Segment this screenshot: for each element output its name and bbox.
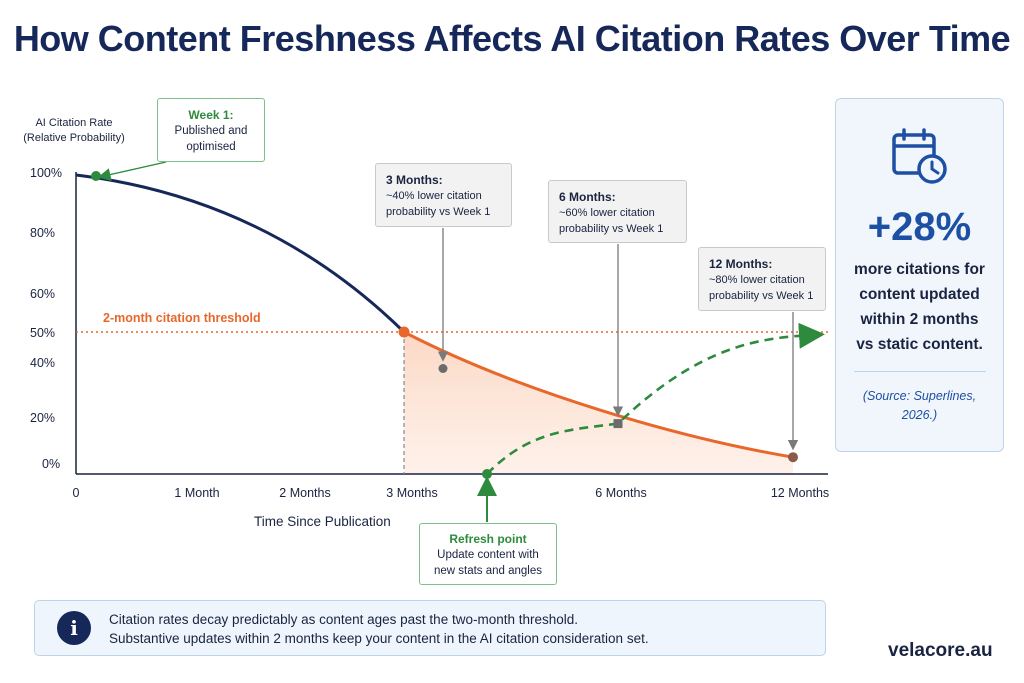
month3-callout-line1: ~40% lower citation: [386, 190, 482, 202]
brand-logo-text: velacore.au: [888, 640, 993, 661]
y-tick-label: 60%: [30, 287, 56, 301]
data-point-3-months: [438, 364, 448, 373]
month12-callout-line1: ~80% lower citation: [709, 274, 805, 286]
y-tick-label: 40%: [30, 356, 56, 370]
series-line-decay: [403, 330, 794, 459]
stat-line: vs static content.: [856, 336, 983, 353]
decay-area-fill: [404, 332, 793, 474]
month6-callout-head: 6 Months:: [559, 190, 616, 204]
stat-source: (Source: Superlines, 2026.): [836, 387, 1003, 425]
stat-source-line: (Source: Superlines,: [862, 389, 977, 403]
info-icon: i: [57, 611, 91, 645]
x-axis-title: Time Since Publication: [254, 514, 391, 529]
stat-line: within 2 months: [860, 311, 979, 328]
stat-value: +28%: [867, 205, 972, 249]
x-tick-label: 12 Months: [770, 486, 830, 500]
x-tick-label: 2 Months: [279, 486, 331, 500]
month3-callout-head: 3 Months:: [386, 173, 443, 187]
y-tick-label: 0%: [42, 457, 61, 471]
y-axis-title-text: AI Citation Rate (Relative Probability): [23, 117, 125, 144]
data-point-6-months: [613, 419, 623, 429]
stat-source-line: 2026.): [901, 408, 938, 422]
info-banner: i Citation rates decay predictably as co…: [34, 600, 826, 656]
x-tick-label: 0: [72, 486, 80, 500]
month12-callout-head: 12 Months:: [709, 257, 773, 271]
page-title: How Content Freshness Affects AI Citatio…: [13, 18, 1011, 59]
data-point-12-months: [788, 452, 798, 463]
info-text: Citation rates decay predictably as cont…: [109, 610, 649, 648]
stat-divider: [854, 371, 986, 372]
month12-callout: 12 Months: ~80% lower citation probabili…: [698, 247, 826, 311]
y-tick-label: 100%: [30, 166, 62, 180]
week1-callout-head: Week 1:: [188, 108, 234, 122]
x-tick-label: 1 Month: [174, 486, 220, 500]
info-line: Substantive updates within 2 months keep…: [109, 631, 649, 646]
month3-callout-line2: probability vs Week 1: [386, 206, 491, 218]
calendar-clock-icon: [890, 127, 950, 192]
info-line: Citation rates decay predictably as cont…: [109, 612, 579, 627]
refresh-callout-line2: new stats and angles: [433, 565, 543, 577]
week1-callout-line2: optimised: [186, 141, 236, 153]
y-axis-title: AI Citation Rate (Relative Probability): [14, 116, 134, 146]
data-point-2-months: [398, 326, 410, 338]
series-line-refreshed: [486, 322, 825, 475]
month6-callout-line1: ~60% lower citation: [559, 207, 655, 219]
data-point-refresh: [482, 469, 492, 479]
y-tick-label: 80%: [30, 226, 56, 240]
refresh-callout-line1: Update content with: [437, 549, 539, 561]
stat-description: more citations for content updated withi…: [836, 257, 1003, 357]
data-point-week1: [91, 171, 101, 181]
stat-line: more citations for: [854, 261, 985, 278]
y-tick-label: 20%: [30, 411, 56, 425]
y-tick-label: 50%: [30, 326, 56, 340]
refresh-callout: Refresh point Update content with new st…: [419, 523, 557, 585]
month6-callout-line2: probability vs Week 1: [559, 223, 664, 235]
threshold-label: 2-month citation threshold: [103, 311, 261, 325]
stat-line: content updated: [859, 286, 980, 303]
week1-arrow: [97, 161, 167, 181]
week1-callout-line1: Published and: [174, 125, 248, 137]
month12-callout-line2: probability vs Week 1: [709, 290, 814, 302]
month3-callout: 3 Months: ~40% lower citation probabilit…: [375, 163, 512, 227]
x-tick-label: 6 Months: [595, 486, 647, 500]
stat-panel: +28% more citations for content updated …: [835, 98, 1004, 452]
series-line-early: [75, 173, 406, 334]
x-tick-label: 3 Months: [386, 486, 438, 500]
week1-callout: Week 1: Published and optimised: [157, 98, 265, 162]
month6-callout: 6 Months: ~60% lower citation probabilit…: [548, 180, 687, 243]
refresh-callout-head: Refresh point: [449, 532, 527, 546]
